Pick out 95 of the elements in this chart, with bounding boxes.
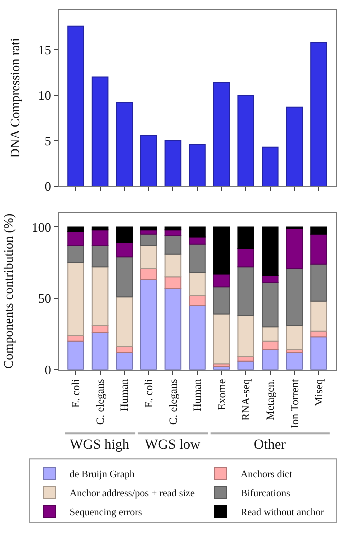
y-axis-title: Components contribution (%) [0,214,16,370]
bar [189,272,206,296]
text: Other [254,438,286,453]
bar [140,135,158,186]
bar [310,300,328,332]
bar [116,296,133,348]
bar [116,102,133,186]
bar [213,286,230,315]
x-tick-label: C. elegans [94,379,107,426]
bar [262,282,279,328]
y-tick-label: 100 [32,220,52,235]
bar [140,268,158,281]
bar [68,231,84,246]
bar [116,242,133,258]
y-tick-label: 0 [44,362,52,378]
x-tick-label: Ion Torrent [289,379,302,429]
y-tick-label: 15 [38,42,52,58]
bar [262,226,279,276]
bar [68,226,84,232]
text: WGS low [145,438,202,453]
x-tick-label: Human [119,378,132,412]
y-axis-title: DNA Compression rati [7,38,22,158]
bar [92,245,109,268]
bar [238,94,254,186]
y-tick-label: 5 [44,134,52,149]
text: WGS high [70,438,130,453]
bar [238,266,254,316]
bar [68,26,84,186]
bar [164,276,182,290]
y-tick-label: 0 [44,179,52,194]
bar [286,228,304,270]
bar [116,226,133,244]
bar [92,226,109,231]
bar [213,314,230,365]
x-tick-label: Exome [216,379,228,410]
bar [68,340,84,370]
y-tick-label: 50 [38,291,52,306]
bar [213,82,230,186]
bar [310,336,328,370]
x-tick-label: E. coli [143,379,156,408]
bar [68,245,84,264]
bar [213,226,230,275]
bar [164,226,182,231]
legend-label: Bifurcations [240,488,290,500]
bar [140,226,158,231]
legend-label: Anchor address/pos + read size [70,488,196,500]
x-tick-label: C. elegans [168,379,180,426]
x-tick-label: Miseq [314,378,326,407]
bar [116,346,133,354]
bar [164,254,182,278]
bar [164,288,182,370]
y-tick-label: 10 [38,88,52,104]
bar [286,106,304,186]
bar [286,268,304,326]
bar [238,315,254,358]
bar [92,325,109,334]
bar [189,226,206,238]
legend-label: Anchors dict [240,470,292,481]
bar [140,234,158,246]
bar [116,256,133,298]
bar [164,235,182,255]
bar [286,325,304,350]
bar [189,305,206,370]
x-tick-label: E. coli [70,379,83,408]
bar [189,244,206,274]
bar [262,340,279,350]
bar [262,146,279,186]
bar [189,236,206,245]
bar [310,226,328,235]
bar [189,295,206,306]
bar [262,275,279,284]
legend-label: de Bruijn Graph [70,470,135,481]
x-tick-label: Human [192,378,204,412]
bar [164,140,182,186]
legend-label: Read without anchor [240,508,325,519]
bar [310,42,328,186]
bar [262,349,279,370]
bar [140,245,158,270]
x-tick-label: RNA-seq [240,378,253,421]
bar [140,280,158,370]
bar [310,264,328,302]
bar [238,226,254,250]
bar [92,76,109,186]
x-tick-label: Metagen. [264,379,277,421]
bar [189,144,206,186]
bar [92,332,109,370]
bar [92,230,109,246]
bar [68,262,84,336]
bar [310,234,328,265]
bar [116,352,133,370]
bar [92,266,109,326]
bar [262,326,279,342]
bar [238,248,254,268]
bar [68,335,84,342]
legend-label: Sequencing errors [70,508,142,519]
